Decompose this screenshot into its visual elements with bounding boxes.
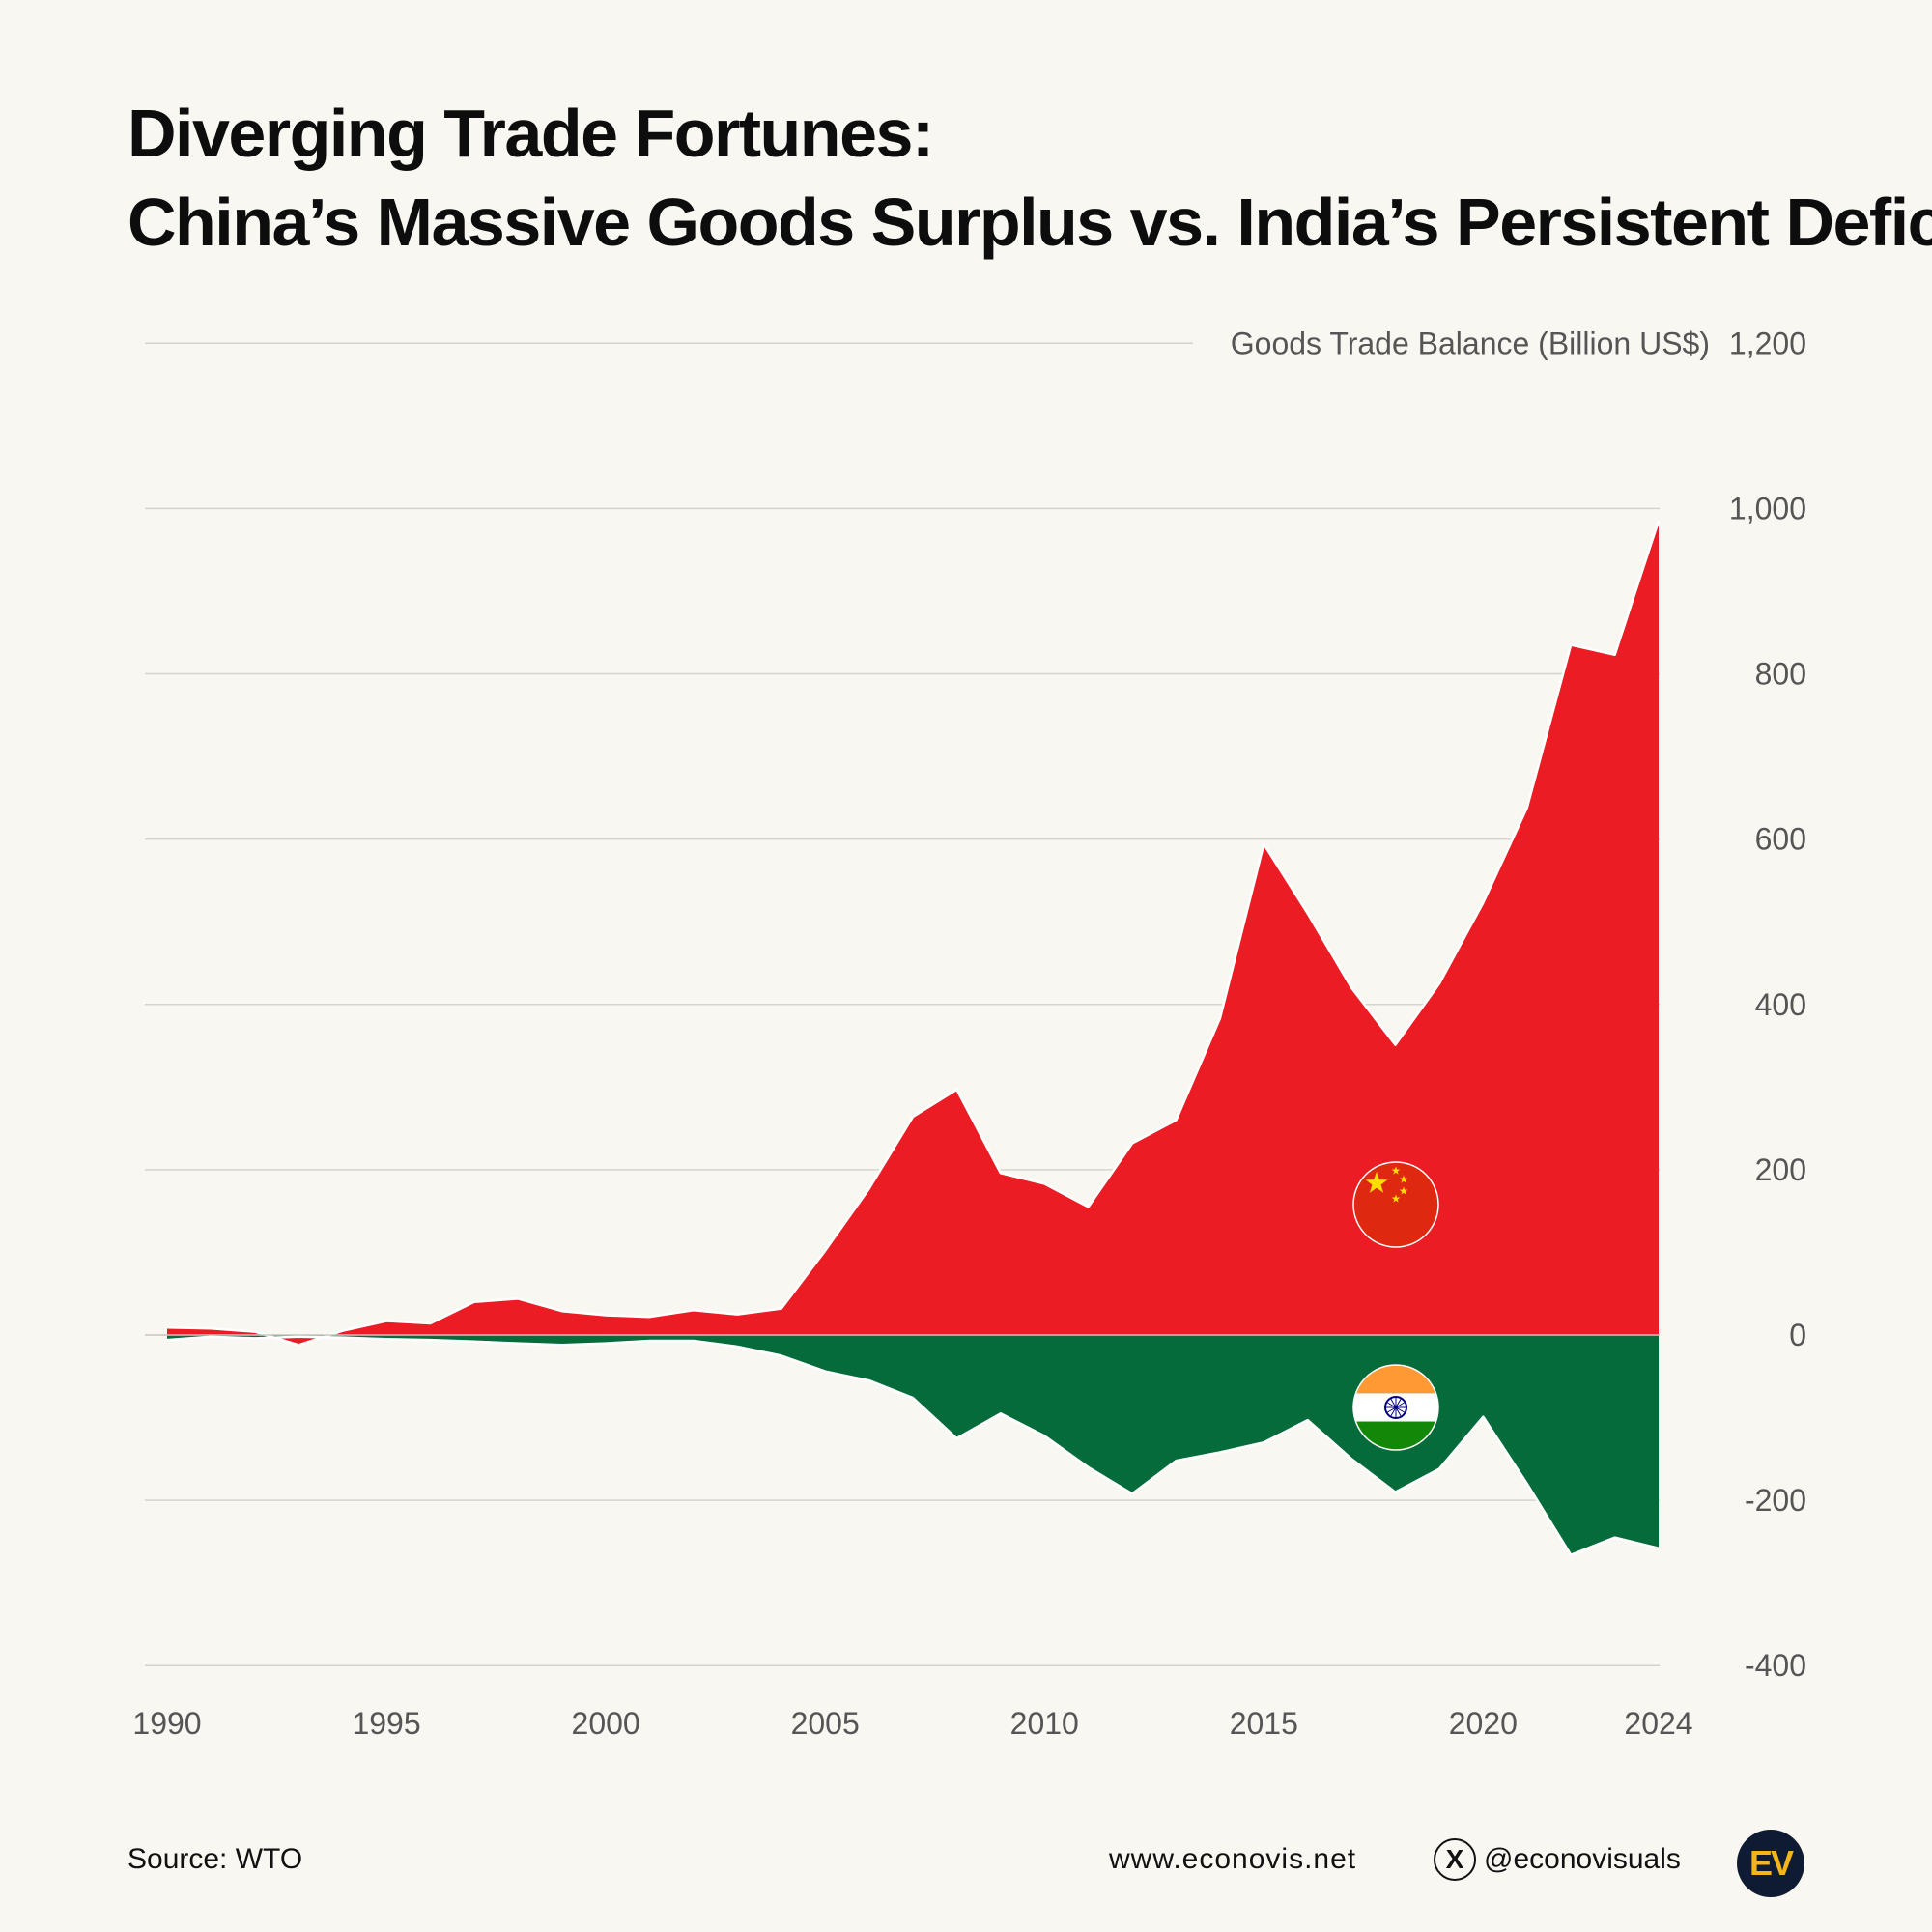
- india-flag-chakra-spoke: [1395, 1399, 1402, 1408]
- china-flag-circle: [1352, 1161, 1439, 1248]
- india-flag-chakra-spoke: [1390, 1406, 1397, 1416]
- china-area: [167, 521, 1659, 1346]
- x-tick-label: 2005: [791, 1706, 860, 1741]
- india-flag-chakra: [1384, 1396, 1407, 1419]
- x-tick-label: 2024: [1624, 1706, 1692, 1741]
- y-tick-label: 600: [1755, 822, 1806, 857]
- india-line: [166, 1335, 1660, 1556]
- website-link[interactable]: www.econovis.net: [1109, 1843, 1357, 1875]
- x-tick-label: 1990: [132, 1706, 201, 1741]
- y-tick-label: 200: [1755, 1152, 1806, 1187]
- india-flag-chakra-spoke: [1387, 1402, 1397, 1408]
- china-flag-small-star: [1391, 1166, 1401, 1175]
- china-flag-big-star: [1365, 1172, 1388, 1193]
- y-axis-title: Goods Trade Balance (Billion US$): [1231, 326, 1710, 360]
- title-line-1: Diverging Trade Fortunes:: [128, 96, 934, 171]
- y-tick-label: 800: [1755, 657, 1806, 692]
- china-flag-small-star: [1399, 1186, 1408, 1195]
- x-logo-icon: X: [1434, 1838, 1476, 1881]
- china-flag-small-star: [1399, 1175, 1408, 1183]
- social-handle-text: @econovisuals: [1484, 1843, 1681, 1875]
- india-flag-chakra-spoke: [1395, 1406, 1402, 1416]
- india-flag-ring: [1352, 1364, 1439, 1451]
- y-tick-label: 1,200: [1729, 326, 1806, 360]
- econovis-logo: EV: [1737, 1830, 1804, 1897]
- china-flag-small-star: [1391, 1194, 1401, 1203]
- x-tick-label: 1995: [352, 1706, 420, 1741]
- india-flag-chakra-spoke: [1395, 1402, 1405, 1408]
- y-tick-label: 1,000: [1729, 491, 1806, 526]
- china-flag-icon: [1352, 1161, 1439, 1248]
- china-line: [166, 520, 1661, 1347]
- y-tick-label: -400: [1745, 1648, 1806, 1683]
- india-flag-chakra-spoke: [1390, 1399, 1397, 1408]
- social-handle[interactable]: X @econovisuals: [1434, 1835, 1681, 1884]
- x-tick-label: 2020: [1449, 1706, 1518, 1741]
- india-area: [167, 1335, 1659, 1555]
- x-tick-label: 2000: [572, 1706, 640, 1741]
- y-tick-label: -200: [1745, 1483, 1806, 1518]
- source-note: Source: WTO: [128, 1843, 303, 1875]
- y-tick-label: 0: [1789, 1318, 1806, 1352]
- chart-title: Diverging Trade Fortunes: China’s Massiv…: [128, 89, 1932, 267]
- y-tick-label: 400: [1755, 987, 1806, 1022]
- x-tick-label: 2015: [1230, 1706, 1298, 1741]
- india-flag-chakra-spoke: [1387, 1406, 1397, 1413]
- x-tick-label: 2010: [1010, 1706, 1079, 1741]
- india-flag-chakra-spoke: [1395, 1406, 1405, 1413]
- title-line-2: China’s Massive Goods Surplus vs. India’…: [128, 185, 1932, 260]
